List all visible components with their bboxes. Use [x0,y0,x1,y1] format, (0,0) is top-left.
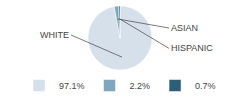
svg-text:WHITE: WHITE [40,30,69,40]
svg-text:ASIAN: ASIAN [171,23,198,33]
svg-text:97.1%: 97.1% [59,81,85,91]
svg-text:2.2%: 2.2% [130,81,151,91]
svg-text:0.7%: 0.7% [195,81,216,91]
svg-text:HISPANIC: HISPANIC [171,43,213,53]
